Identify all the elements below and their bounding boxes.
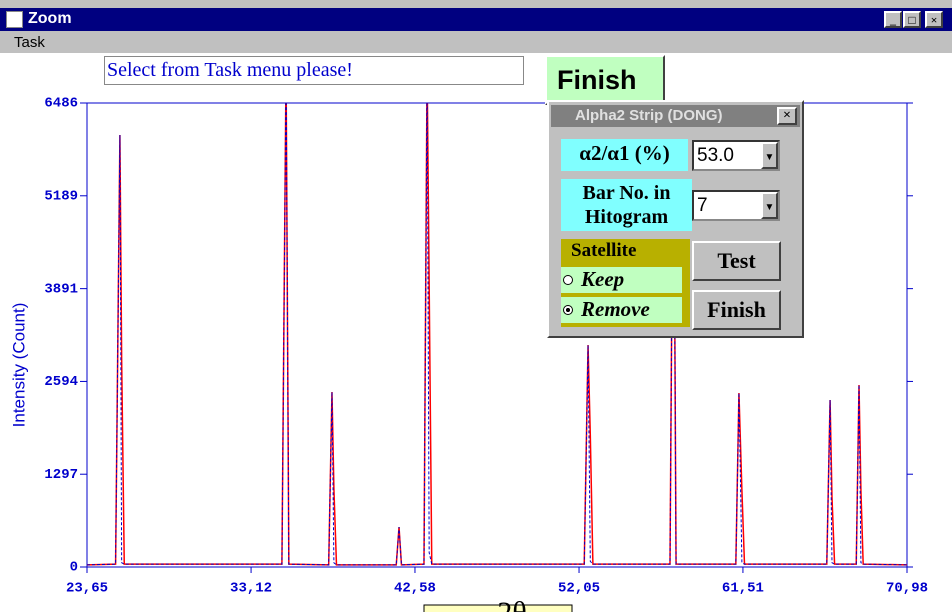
combo-arrow[interactable]: ▼ [761, 192, 778, 219]
radio-label: Keep [581, 267, 625, 291]
plot-frame [86, 102, 908, 568]
satellite-label: Satellite [571, 240, 637, 261]
ratio-value: 53.0 [697, 145, 734, 166]
menu-bar-top [0, 0, 952, 8]
radio-circle [563, 305, 573, 315]
window-title: Zoom [28, 10, 72, 27]
dialog-finish-button[interactable]: Finish [692, 290, 781, 330]
minimize-button[interactable]: _ [884, 11, 902, 28]
x-tick-label: 70,98 [886, 581, 928, 597]
y-tick-label: 3891 [44, 281, 78, 297]
status-box: Select from Task menu please! [104, 56, 524, 85]
ratio-combo[interactable]: 53.0 ▼ [692, 140, 780, 171]
y-tick-label: 0 [70, 560, 78, 576]
series-line [87, 103, 907, 566]
x-label-box [423, 604, 573, 612]
radio-option[interactable]: Keep [561, 267, 682, 293]
ratio-label: α2/α1 (%) [561, 139, 688, 171]
app-icon [6, 11, 23, 28]
test-button[interactable]: Test [692, 241, 781, 281]
y-tick-label: 6486 [44, 96, 78, 112]
x-tick-label: 42,58 [394, 581, 436, 597]
bar-combo[interactable]: 7 ▼ [692, 190, 780, 221]
radio-circle [563, 275, 573, 285]
finish-button[interactable]: Finish [545, 55, 665, 105]
plot-lines [87, 103, 907, 566]
combo-arrow[interactable]: ▼ [761, 142, 778, 169]
x-tick-label: 52,05 [558, 581, 600, 597]
satellite-group: Satellite Keep Remove [561, 239, 690, 327]
x-tick-label: 33,12 [230, 581, 272, 597]
x-tick-label: 23,65 [66, 581, 108, 597]
dialog-close[interactable]: × [777, 107, 797, 125]
menu-task[interactable]: Task [14, 34, 45, 51]
bar-label: Bar No. in Hitogram [561, 179, 692, 231]
radio-label: Remove [581, 297, 650, 321]
close-button[interactable]: × [925, 11, 943, 28]
dialog-title-bar: Alpha2 Strip (DONG) × [551, 105, 800, 127]
dialog: Alpha2 Strip (DONG) × α2/α1 (%) 53.0 ▼ Ba… [547, 100, 804, 338]
y-tick-label: 2594 [44, 374, 78, 390]
dialog-title: Alpha2 Strip (DONG) [575, 107, 723, 124]
y-axis-label: Intensity (Count) [9, 303, 28, 428]
x-axis-label: 2θ [497, 596, 526, 612]
x-tick-label: 61,51 [722, 581, 764, 597]
maximize-button[interactable]: □ [903, 11, 921, 28]
radio-option[interactable]: Remove [561, 297, 682, 323]
y-tick-label: 1297 [44, 467, 78, 483]
menu-bar: Task [0, 31, 952, 53]
title-bar: Zoom _ □ × [0, 8, 952, 31]
y-tick-label: 5189 [44, 188, 78, 204]
bar-value: 7 [697, 195, 708, 216]
